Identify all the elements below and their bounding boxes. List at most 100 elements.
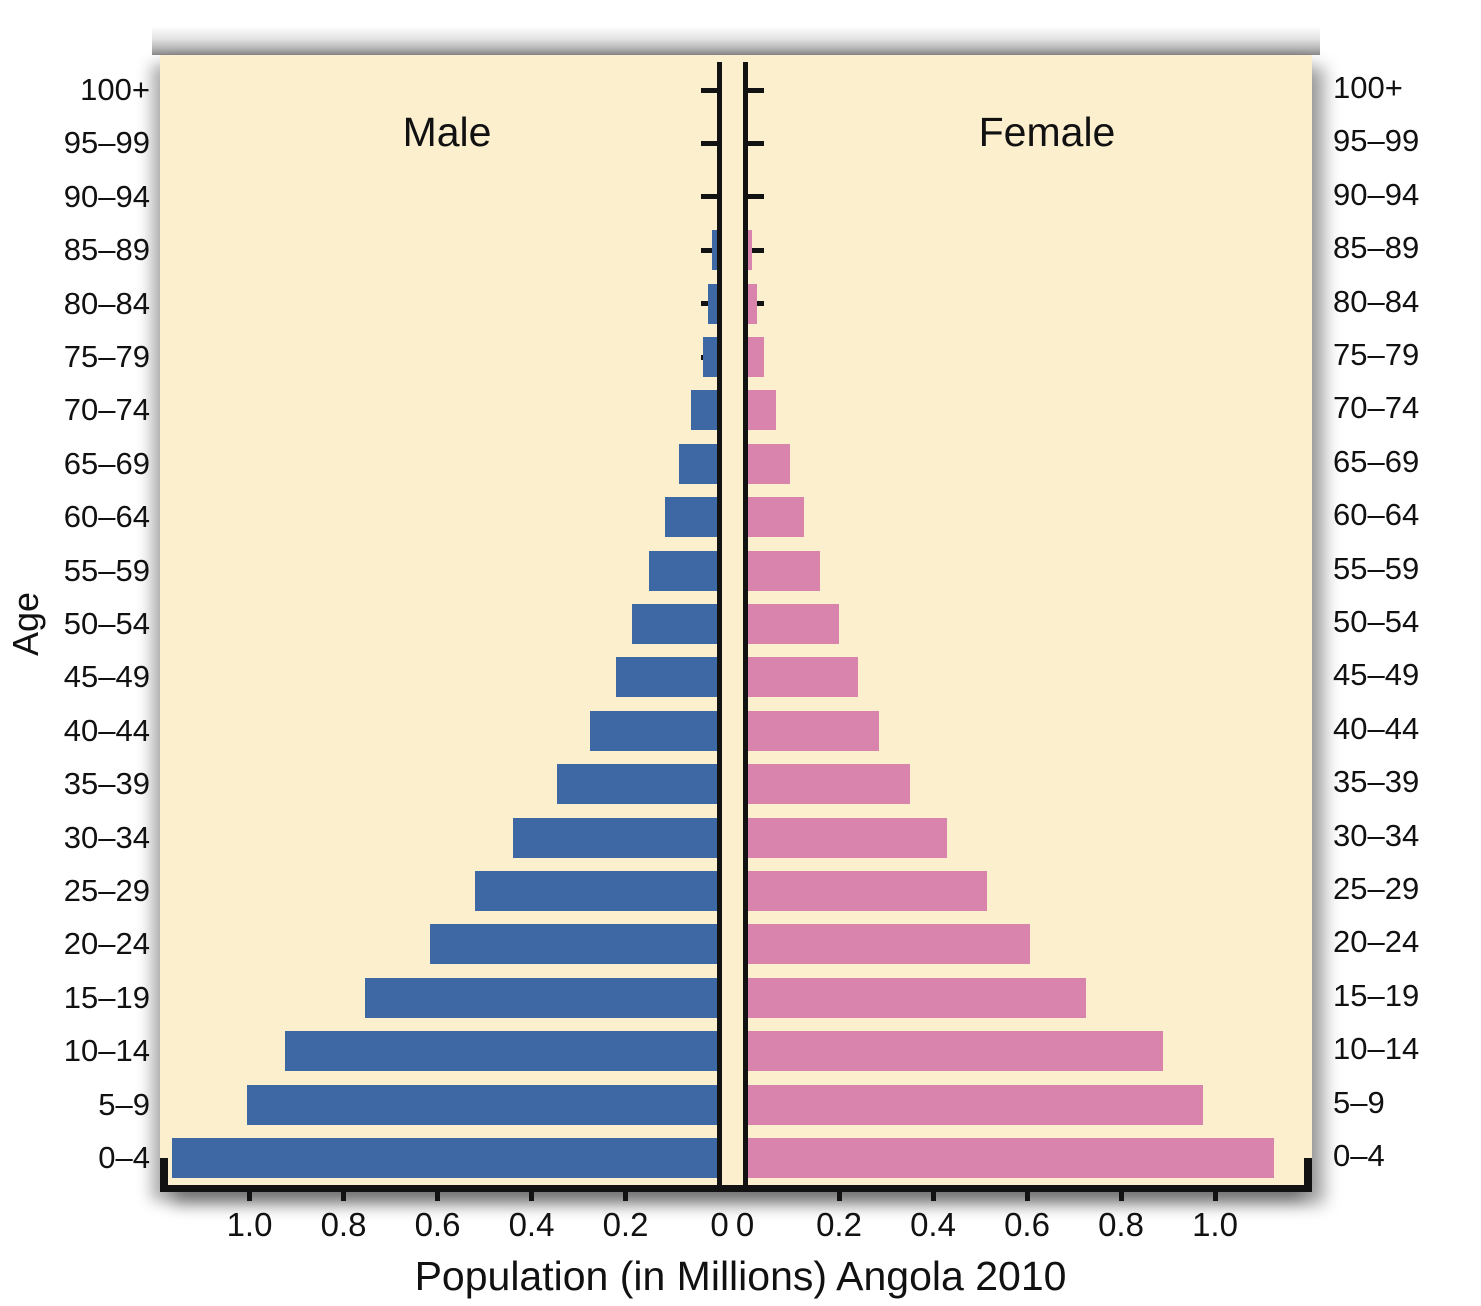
x-tick-male-1.0 — [247, 1192, 252, 1201]
x-tick-label-male-1.0: 1.0 — [226, 1206, 273, 1243]
x-axis-left-cap — [160, 1158, 168, 1192]
male-axis-tick — [701, 247, 719, 253]
x-tick-male-0.4 — [529, 1192, 534, 1201]
male-bar-10–14 — [284, 1031, 717, 1072]
age-label-left: 70–74 — [63, 392, 150, 428]
age-label-right: 25–29 — [1333, 871, 1420, 906]
female-bar-50–54 — [747, 604, 840, 644]
x-tick-label-male-0.8: 0.8 — [320, 1206, 367, 1243]
male-axis-tick — [701, 87, 719, 93]
x-tick-female-0.8 — [1118, 1192, 1124, 1201]
age-label-right: 70–74 — [1333, 390, 1420, 426]
male-bar-30–34 — [512, 817, 717, 858]
age-label-left: 50–54 — [63, 606, 150, 641]
male-zero-axis — [717, 62, 722, 1185]
female-bar-85–89 — [747, 230, 753, 271]
female-bar-65–69 — [747, 443, 790, 484]
age-label-left: 75–79 — [63, 339, 150, 374]
x-axis-right-cap — [1304, 1158, 1312, 1192]
male-bar-80–84 — [707, 283, 717, 324]
female-axis-tick — [745, 140, 764, 146]
female-axis-tick — [745, 87, 764, 93]
age-label-right: 0–4 — [1333, 1138, 1385, 1173]
male-bar-5–9 — [247, 1084, 717, 1125]
male-bar-25–29 — [474, 871, 717, 911]
female-bar-15–19 — [747, 977, 1086, 1018]
age-label-right: 65–69 — [1333, 443, 1420, 479]
age-label-left: 55–59 — [63, 552, 150, 588]
x-tick-label-female-0.4: 0.4 — [910, 1206, 956, 1243]
age-label-right: 40–44 — [1333, 710, 1420, 746]
male-bar-15–19 — [364, 977, 717, 1018]
male-axis-tick — [701, 140, 719, 146]
age-label-left: 0–4 — [98, 1140, 150, 1175]
age-label-left: 45–49 — [63, 659, 150, 695]
male-bar-50–54 — [632, 604, 717, 644]
male-axis-tick — [701, 194, 719, 200]
female-bar-45–49 — [747, 657, 858, 698]
age-label-right: 55–59 — [1333, 550, 1420, 586]
age-label-right: 50–54 — [1333, 604, 1420, 639]
female-side-label: Female — [978, 109, 1116, 155]
female-axis-tick — [745, 247, 764, 253]
age-label-right: 75–79 — [1333, 337, 1420, 372]
female-bar-5–9 — [747, 1084, 1204, 1125]
age-label-left: 15–19 — [63, 979, 150, 1015]
age-label-right: 30–34 — [1333, 817, 1420, 853]
male-bar-75–79 — [702, 337, 717, 377]
male-side-label: Male — [402, 109, 492, 155]
age-label-left: 5–9 — [98, 1086, 150, 1122]
male-bar-0–4 — [171, 1138, 717, 1178]
panel-top-shadow — [152, 26, 1320, 55]
female-bar-10–14 — [747, 1031, 1164, 1072]
x-tick-label-female-0.6: 0.6 — [1004, 1206, 1050, 1243]
female-bar-35–39 — [747, 764, 910, 805]
male-bar-55–59 — [648, 550, 717, 591]
female-bar-70–74 — [747, 390, 776, 431]
male-bar-65–69 — [679, 443, 717, 484]
female-bar-20–24 — [747, 924, 1030, 965]
male-bar-60–64 — [665, 497, 717, 538]
age-label-right: 35–39 — [1333, 764, 1420, 800]
age-label-right: 20–24 — [1333, 924, 1420, 960]
age-label-left: 85–89 — [63, 232, 150, 268]
male-bar-40–44 — [590, 710, 717, 751]
age-label-left: 80–84 — [63, 285, 150, 321]
x-tick-label-female-1.0: 1.0 — [1192, 1206, 1238, 1243]
x-tick-label-female-0.8: 0.8 — [1098, 1206, 1144, 1243]
age-label-left: 95–99 — [63, 125, 150, 161]
age-label-left: 60–64 — [63, 499, 150, 535]
x-tick-male-0.2 — [623, 1192, 628, 1201]
male-bar-35–39 — [557, 764, 717, 805]
female-bar-55–59 — [747, 550, 821, 591]
x-axis-line — [160, 1185, 1312, 1192]
female-axis-tick — [745, 194, 764, 200]
age-label-left: 100+ — [80, 72, 150, 107]
x-tick-label-female-0.2: 0.2 — [816, 1206, 862, 1243]
female-bar-30–34 — [747, 817, 948, 858]
plot-area — [160, 55, 1312, 1201]
age-label-right: 100+ — [1333, 70, 1403, 105]
age-label-right: 15–19 — [1333, 977, 1420, 1013]
female-bar-80–84 — [747, 283, 757, 324]
female-bar-0–4 — [747, 1138, 1274, 1178]
age-label-left: 90–94 — [63, 178, 150, 214]
female-zero-axis — [742, 62, 748, 1185]
male-bar-20–24 — [430, 924, 717, 965]
male-bar-85–89 — [712, 230, 717, 271]
age-label-left: 30–34 — [63, 819, 150, 855]
age-label-right: 85–89 — [1333, 230, 1420, 266]
age-label-left: 35–39 — [63, 766, 150, 802]
female-bar-60–64 — [747, 497, 804, 538]
age-label-right: 5–9 — [1333, 1084, 1385, 1120]
x-tick-label-male-0.2: 0.2 — [602, 1206, 649, 1243]
x-tick-female-0.2 — [836, 1192, 842, 1201]
x-tick-label-male-0.6: 0.6 — [414, 1206, 461, 1243]
age-label-right: 90–94 — [1333, 176, 1420, 212]
age-label-right: 45–49 — [1333, 657, 1420, 693]
x-axis-title: Population (in Millions) Angola 2010 — [414, 1253, 1067, 1299]
x-tick-female-0.4 — [930, 1192, 936, 1201]
age-label-left: 10–14 — [63, 1033, 150, 1069]
x-tick-label-male-0: 0 — [710, 1206, 729, 1243]
